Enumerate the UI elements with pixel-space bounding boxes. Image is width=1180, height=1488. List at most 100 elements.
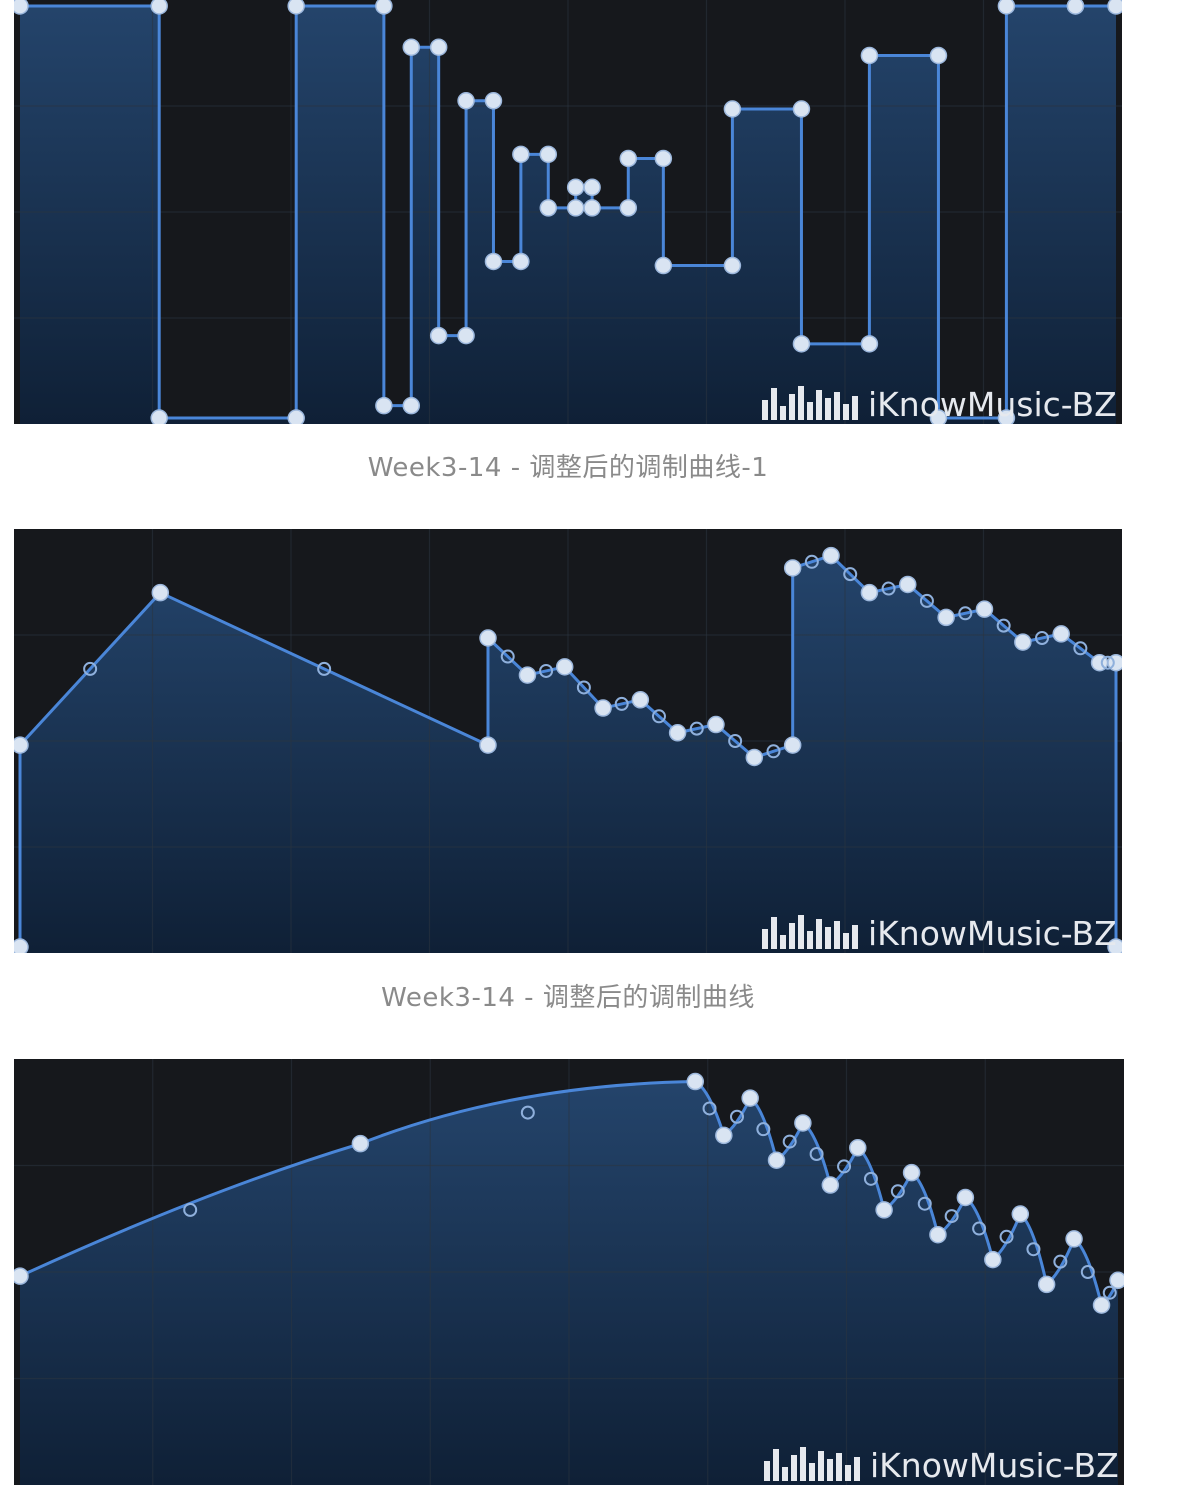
curve-handle[interactable] (1026, 1242, 1041, 1257)
curve-handle[interactable] (1100, 655, 1115, 670)
data-point[interactable] (287, 0, 305, 15)
curve-handle[interactable] (651, 709, 666, 724)
curve-handle[interactable] (500, 649, 515, 664)
data-point[interactable] (654, 149, 673, 168)
data-point[interactable] (860, 46, 879, 65)
data-point[interactable] (457, 92, 475, 110)
data-point[interactable] (929, 46, 948, 65)
data-point[interactable] (457, 326, 475, 345)
data-point[interactable] (287, 409, 305, 424)
curve-handle[interactable] (317, 661, 332, 676)
data-point[interactable] (512, 252, 530, 271)
curve-handle[interactable] (890, 1184, 905, 1199)
data-point[interactable] (583, 199, 601, 217)
data-point[interactable] (668, 724, 687, 742)
curve-handle[interactable] (756, 1122, 771, 1137)
data-point[interactable] (539, 199, 558, 217)
data-point[interactable] (1066, 0, 1085, 15)
data-point[interactable] (150, 0, 168, 15)
curve-handle[interactable] (539, 663, 554, 678)
curve-handle[interactable] (728, 734, 743, 748)
data-point[interactable] (14, 938, 29, 953)
data-point[interactable] (566, 199, 585, 217)
data-point[interactable] (984, 1250, 1002, 1269)
data-point[interactable] (1092, 1296, 1111, 1314)
data-point[interactable] (997, 0, 1016, 15)
data-point[interactable] (518, 666, 537, 684)
curve-handle[interactable] (999, 1229, 1014, 1244)
data-point[interactable] (619, 149, 638, 168)
data-point[interactable] (1107, 0, 1122, 15)
data-point[interactable] (723, 100, 742, 118)
data-point[interactable] (150, 409, 168, 424)
data-point[interactable] (484, 92, 503, 110)
curve-handle[interactable] (843, 567, 858, 582)
curve-handle[interactable] (1080, 1265, 1095, 1279)
curve-handle[interactable] (183, 1202, 198, 1217)
curve-handle[interactable] (944, 1209, 959, 1224)
data-point[interactable] (654, 256, 673, 275)
data-point[interactable] (402, 38, 421, 56)
data-point[interactable] (956, 1188, 975, 1207)
curve-handle[interactable] (804, 554, 819, 569)
data-point[interactable] (707, 715, 725, 734)
curve-handle[interactable] (837, 1159, 852, 1174)
data-point[interactable] (479, 736, 497, 754)
data-point[interactable] (14, 736, 29, 754)
data-point[interactable] (860, 335, 879, 353)
curve-handle[interactable] (972, 1221, 987, 1236)
data-point[interactable] (792, 100, 811, 118)
data-point[interactable] (741, 1089, 759, 1107)
data-point[interactable] (375, 0, 393, 15)
data-point[interactable] (975, 600, 994, 618)
data-point[interactable] (715, 1126, 733, 1145)
data-point[interactable] (619, 199, 638, 217)
data-point[interactable] (1011, 1205, 1030, 1223)
data-point[interactable] (822, 546, 840, 565)
data-point[interactable] (375, 396, 393, 415)
data-point[interactable] (929, 409, 948, 424)
data-point[interactable] (783, 736, 802, 754)
curve-handle[interactable] (614, 696, 629, 711)
data-point[interactable] (594, 699, 612, 717)
data-point[interactable] (1065, 1230, 1083, 1248)
data-point[interactable] (429, 326, 448, 345)
curve-handle[interactable] (689, 721, 704, 736)
curve-handle[interactable] (83, 661, 98, 676)
data-point[interactable] (767, 1151, 786, 1169)
data-point[interactable] (723, 256, 742, 275)
data-point[interactable] (875, 1201, 893, 1219)
data-point[interactable] (1107, 938, 1122, 953)
data-point[interactable] (14, 1267, 29, 1285)
curve-handle[interactable] (996, 618, 1011, 633)
data-point[interactable] (849, 1139, 867, 1157)
data-point[interactable] (794, 1114, 812, 1132)
curve-handle[interactable] (1035, 631, 1050, 645)
data-point[interactable] (512, 145, 530, 164)
curve-handle[interactable] (881, 581, 896, 596)
data-point[interactable] (937, 608, 955, 627)
curve-handle[interactable] (917, 1196, 932, 1211)
data-point[interactable] (555, 658, 574, 676)
curve-handle[interactable] (1053, 1254, 1068, 1269)
data-point[interactable] (351, 1134, 370, 1153)
curve-handle[interactable] (702, 1101, 717, 1116)
data-point[interactable] (792, 335, 811, 353)
curve-handle[interactable] (1073, 641, 1088, 656)
data-point[interactable] (1037, 1275, 1056, 1294)
curve-handle[interactable] (809, 1147, 824, 1162)
curve-handle[interactable] (729, 1109, 744, 1124)
data-point[interactable] (1109, 1271, 1124, 1290)
data-point[interactable] (783, 559, 802, 577)
data-point[interactable] (745, 748, 764, 767)
data-point[interactable] (1052, 625, 1070, 643)
data-point[interactable] (929, 1225, 947, 1244)
data-point[interactable] (484, 252, 503, 271)
curve-handle[interactable] (958, 606, 973, 621)
curve-handle[interactable] (863, 1171, 878, 1186)
data-point[interactable] (583, 178, 601, 197)
data-point[interactable] (429, 38, 448, 56)
curve-handle[interactable] (576, 680, 591, 695)
data-point[interactable] (821, 1176, 840, 1194)
data-point[interactable] (151, 583, 170, 602)
